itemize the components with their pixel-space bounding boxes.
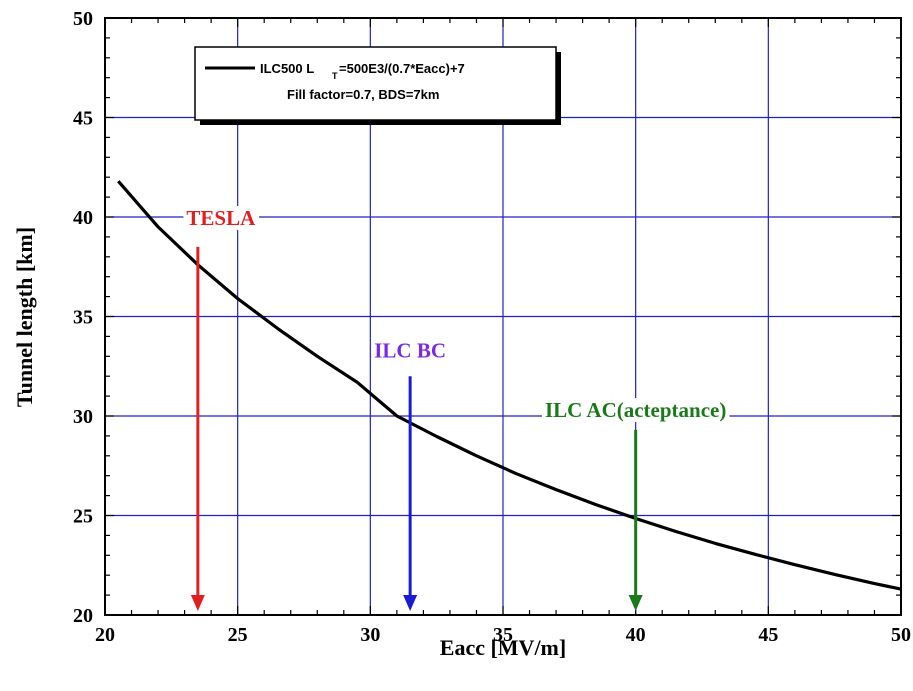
x-axis-title: Eacc [MV/m] [440,635,566,660]
axis-ticks [104,17,902,616]
legend: ILC500 L T =500E3/(0.7*Eacc)+7 Fill fact… [194,46,561,125]
y-tick-label: 45 [73,108,93,130]
annotation-label: ILC AC(acteptance) [545,398,726,422]
legend-line1-post: =500E3/(0.7*Eacc)+7 [339,61,465,76]
axis-tick-labels: 20 25 30 35 40 45 50 20 25 30 35 40 45 50 [73,8,911,646]
legend-line2: Fill factor=0.7, BDS=7km [287,87,439,102]
annotation-arrow-head [628,595,643,611]
y-tick-label: 40 [73,207,93,229]
annotation-label: ILC BC [374,338,446,362]
y-tick-label: 30 [73,406,93,428]
annotation-arrow-head [190,595,205,611]
x-tick-label: 40 [626,624,646,646]
annotation-arrow-head [403,595,418,611]
series-line-tunnel-length [117,180,902,591]
y-tick-label: 35 [73,307,93,329]
y-tick-label: 20 [73,605,93,627]
x-tick-label: 30 [360,624,380,646]
annotations-layer: TESLA ILC BC ILC AC(acteptance) [183,206,730,611]
series-layer [117,180,902,591]
annotation-label-bg [541,398,730,423]
legend-line1-sub: T [332,71,338,81]
annotation-label-bg [371,338,450,363]
legend-line1-pre: ILC500 L [260,61,314,76]
x-tick-label: 45 [758,624,778,646]
y-tick-label: 25 [73,506,93,528]
annotation-label: TESLA [186,206,256,230]
x-tick-label: 25 [228,624,248,646]
y-axis-title: Tunnel length [km] [12,227,37,407]
x-tick-label: 50 [891,624,911,646]
x-tick-label: 35 [493,624,513,646]
legend-box [194,46,557,121]
annotation-label-bg [183,206,260,230]
x-tick-label: 20 [95,624,115,646]
y-tick-label: 50 [73,8,93,30]
